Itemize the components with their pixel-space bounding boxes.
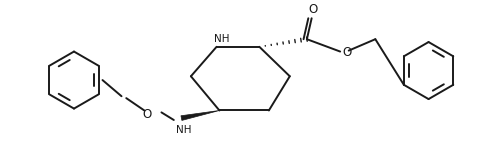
Text: O: O	[342, 46, 351, 59]
Text: NH: NH	[213, 34, 229, 44]
Polygon shape	[181, 111, 219, 120]
Text: NH: NH	[175, 125, 191, 135]
Text: O: O	[143, 108, 152, 121]
Text: O: O	[308, 3, 317, 16]
